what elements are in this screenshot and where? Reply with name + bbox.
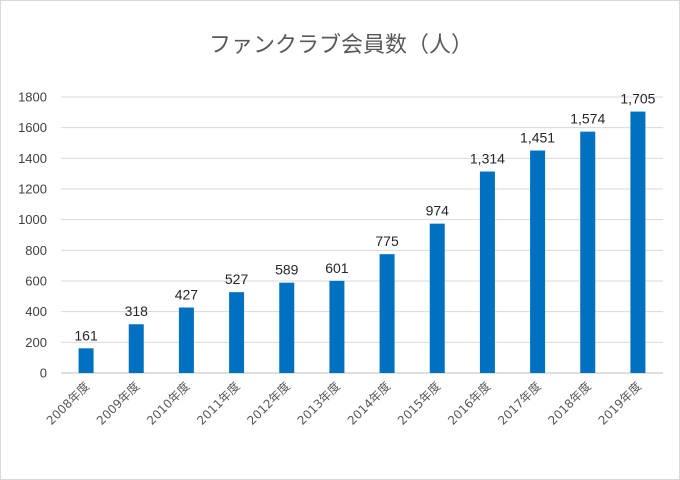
data-label: 527 [225,271,249,287]
x-tick-label: 2012年度 [244,379,293,428]
x-tick-label: 2014年度 [344,379,393,428]
x-tick-label: 2010年度 [143,379,192,428]
x-tick-label: 2019年度 [595,379,644,428]
data-labels: 161 318 427 527 589 601 775 974 1,314 1,451 1,574 1… [74,91,655,344]
bar [379,254,395,373]
bar [128,324,144,373]
data-label: 427 [175,287,199,303]
bar [178,307,194,373]
bar [479,171,495,373]
bar [279,282,295,373]
y-tick-label: 1400 [18,151,47,166]
y-axis-ticks: 0 200 400 600 800 1000 1200 1400 1600 1800 [18,90,47,381]
x-tick-label: 2016年度 [444,379,493,428]
data-label: 589 [275,262,299,278]
x-tick-label: 2009年度 [93,379,142,428]
data-label: 601 [325,260,349,276]
y-tick-label: 1800 [18,90,47,105]
data-label: 1,314 [470,151,505,167]
data-label: 775 [375,233,399,249]
bar [630,111,646,374]
bar [429,223,445,373]
bar [329,280,345,373]
bar [580,131,596,373]
y-tick-label: 200 [25,335,47,350]
bars [78,111,646,374]
x-tick-label: 2018年度 [545,379,594,428]
y-tick-label: 1200 [18,182,47,197]
x-tick-label: 2013年度 [294,379,343,428]
data-label: 974 [426,203,450,219]
y-tick-label: 600 [25,274,47,289]
y-tick-label: 800 [25,243,47,258]
x-tick-label: 2017年度 [495,379,544,428]
bar [229,292,245,373]
x-tick-label: 2015年度 [394,379,443,428]
y-tick-label: 0 [40,366,47,381]
data-label: 1,705 [620,91,655,107]
data-label: 318 [125,303,149,319]
y-tick-label: 400 [25,304,47,319]
x-tick-label: 2011年度 [194,379,243,428]
bar [530,150,546,373]
y-tick-label: 1600 [18,120,47,135]
x-axis-ticks: 2008年度 2009年度 2010年度 2011年度 2012年度 2013年度 2014… [43,379,644,428]
x-tick-label: 2008年度 [43,379,92,428]
bar [78,348,94,373]
y-tick-label: 1000 [18,212,47,227]
data-label: 161 [74,327,98,343]
chart-title: ファンクラブ会員数（人） [209,33,473,58]
data-label: 1,451 [520,130,555,146]
data-label: 1,574 [570,111,605,127]
gridlines [61,96,663,374]
